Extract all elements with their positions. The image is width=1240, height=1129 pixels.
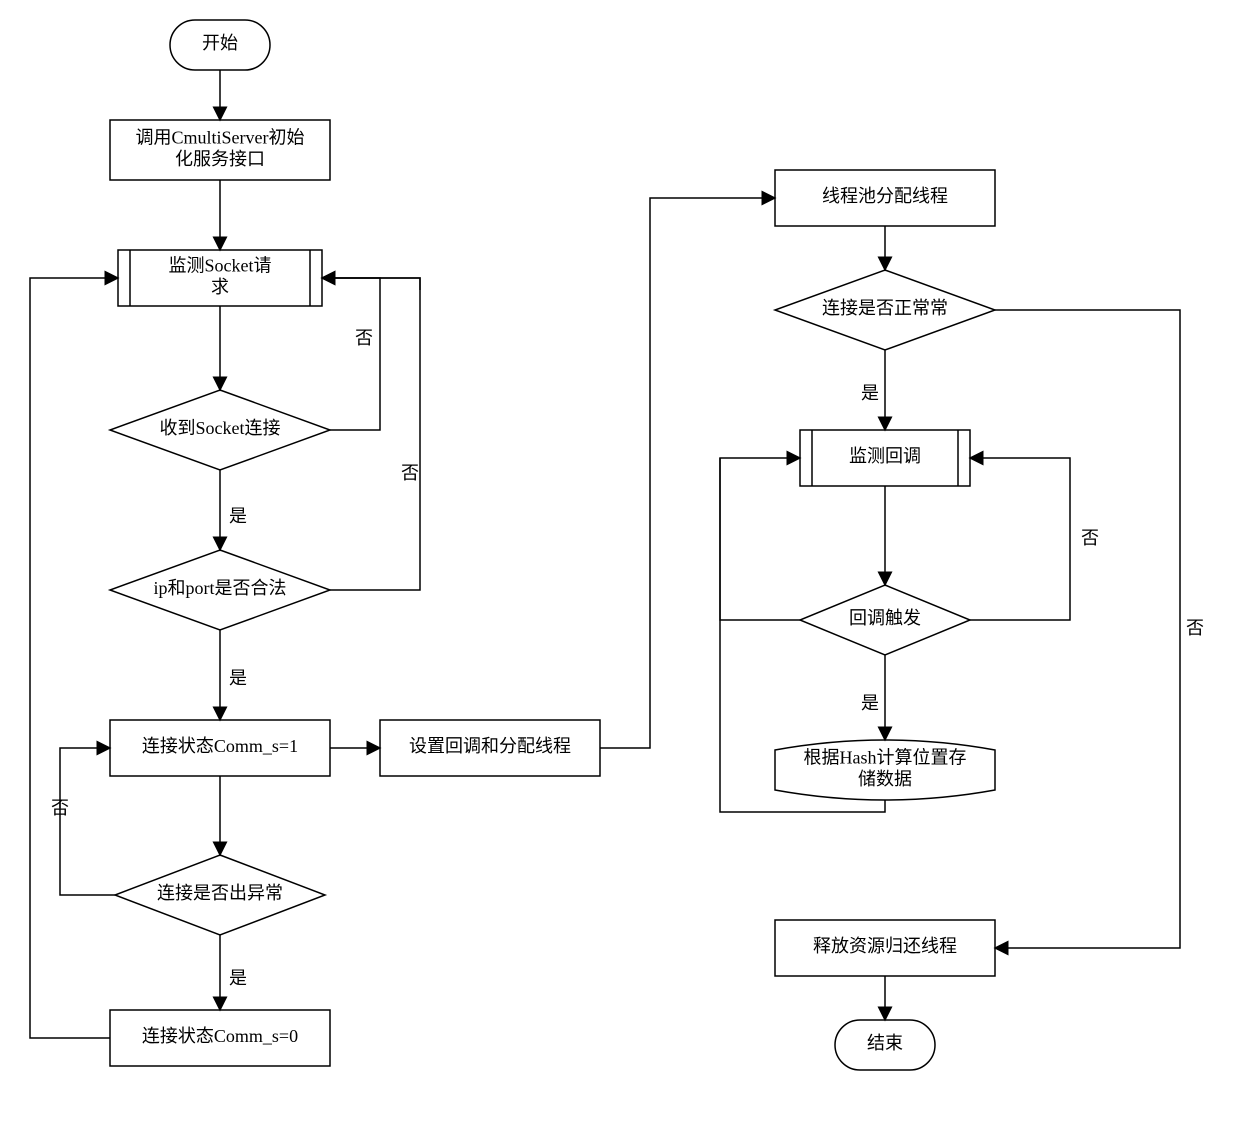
svg-text:ip和port是否合法: ip和port是否合法 bbox=[154, 578, 287, 598]
svg-text:根据Hash计算位置存: 根据Hash计算位置存 bbox=[804, 747, 967, 767]
svg-text:否: 否 bbox=[51, 798, 69, 818]
svg-text:否: 否 bbox=[1186, 618, 1204, 638]
svg-text:化服务接口: 化服务接口 bbox=[175, 149, 265, 169]
svg-text:否: 否 bbox=[401, 463, 419, 483]
svg-text:是: 是 bbox=[229, 968, 247, 988]
svg-text:是: 是 bbox=[229, 668, 247, 688]
svg-text:否: 否 bbox=[1081, 528, 1099, 548]
svg-text:开始: 开始 bbox=[202, 33, 238, 53]
svg-text:连接状态Comm_s=0: 连接状态Comm_s=0 bbox=[142, 1026, 298, 1046]
svg-text:连接状态Comm_s=1: 连接状态Comm_s=1 bbox=[142, 736, 298, 756]
svg-text:连接是否正常常: 连接是否正常常 bbox=[822, 298, 948, 318]
svg-text:结束: 结束 bbox=[867, 1033, 903, 1053]
svg-text:否: 否 bbox=[355, 328, 373, 348]
svg-text:监测Socket请: 监测Socket请 bbox=[169, 255, 272, 275]
svg-text:调用CmultiServer初始: 调用CmultiServer初始 bbox=[136, 127, 305, 147]
svg-text:回调触发: 回调触发 bbox=[849, 608, 921, 628]
svg-text:是: 是 bbox=[861, 693, 879, 713]
svg-text:设置回调和分配线程: 设置回调和分配线程 bbox=[409, 736, 571, 756]
svg-text:释放资源归还线程: 释放资源归还线程 bbox=[813, 936, 957, 956]
svg-text:求: 求 bbox=[211, 277, 229, 297]
svg-text:储数据: 储数据 bbox=[858, 769, 912, 789]
svg-text:监测回调: 监测回调 bbox=[849, 446, 921, 466]
svg-text:连接是否出异常: 连接是否出异常 bbox=[157, 883, 283, 903]
svg-text:线程池分配线程: 线程池分配线程 bbox=[822, 186, 948, 206]
svg-text:收到Socket连接: 收到Socket连接 bbox=[160, 418, 281, 438]
svg-text:是: 是 bbox=[861, 383, 879, 403]
svg-text:是: 是 bbox=[229, 506, 247, 526]
